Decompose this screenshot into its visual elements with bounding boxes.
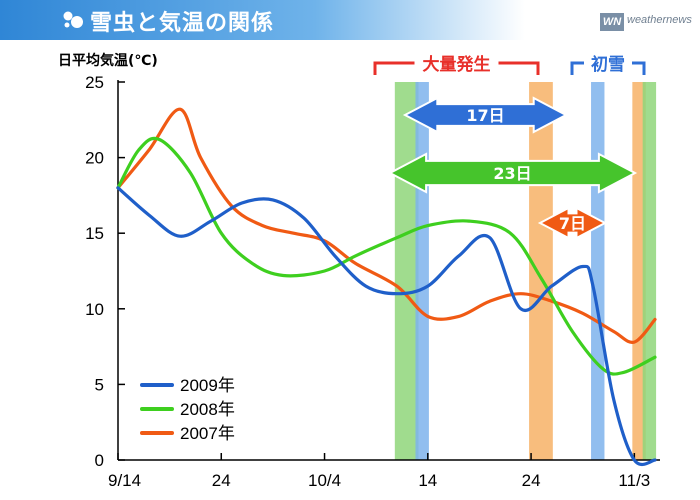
band-2 — [529, 82, 553, 460]
first-snow-label-bg — [584, 51, 632, 75]
brand-text: weathernews — [627, 14, 692, 26]
y-tick-label-0: 0 — [95, 451, 104, 470]
legend-label-2007年: 2007年 — [180, 424, 235, 443]
first-snow-label: 初雪 — [591, 54, 625, 75]
outbreak-label: 大量発生 — [423, 54, 491, 75]
band-0 — [394, 82, 419, 460]
band-3 — [591, 82, 605, 460]
x-tick-label-1: 24 — [212, 471, 231, 490]
double-arrow-0 — [402, 96, 569, 134]
legend-label-2009年: 2009年 — [180, 376, 235, 395]
series-line-2009年 — [116, 186, 657, 467]
header-banner: 雪虫と気温の関係 WN weathernews — [0, 0, 700, 40]
double-arrow-1 — [387, 152, 638, 194]
series-line-2008年 — [116, 136, 657, 376]
x-tick-label-4: 24 — [522, 471, 541, 490]
arrow-label-2: 7日 — [559, 214, 586, 233]
arrow-label-0: 17日 — [466, 106, 504, 125]
chart-title: 雪虫と気温の関係 — [90, 11, 275, 36]
snow-insect-icon — [63, 11, 83, 28]
x-tick-label-3: 14 — [418, 471, 437, 490]
band-1 — [415, 82, 429, 460]
arrow-label-1: 23日 — [493, 164, 531, 183]
legend-label-2008年: 2008年 — [180, 400, 235, 419]
brand-mark: WN — [600, 13, 624, 31]
y-axis-label: 日平均気温(℃) — [58, 53, 158, 69]
y-tick-label-20: 20 — [85, 149, 104, 168]
y-tick-label-25: 25 — [85, 73, 104, 92]
double-arrow-2 — [537, 206, 608, 240]
y-tick-label-10: 10 — [85, 300, 104, 319]
x-tick-label-0: 9/14 — [108, 471, 141, 490]
x-tick-label-2: 10/4 — [308, 471, 341, 490]
y-tick-label-5: 5 — [95, 375, 104, 394]
y-tick-label-15: 15 — [85, 224, 104, 243]
outbreak-label-bg — [414, 51, 499, 75]
band-5 — [642, 82, 657, 460]
series-line-2007年 — [116, 107, 657, 345]
x-tick-label-5: 11/3 — [618, 471, 650, 490]
